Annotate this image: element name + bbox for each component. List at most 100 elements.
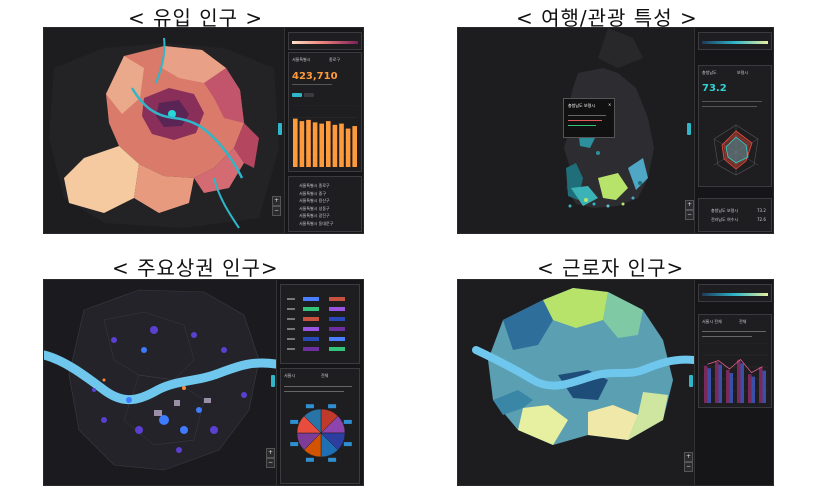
- legend-box: [288, 32, 362, 50]
- inflow-table-row[interactable]: 서울특별시 용산구: [299, 198, 330, 203]
- tourism-list-value: 73.2: [757, 208, 766, 213]
- worker-bar-b: [740, 363, 744, 403]
- legend-row-label: [287, 318, 295, 320]
- tourism-radar-chart: [713, 124, 759, 176]
- legend-box: [698, 32, 772, 50]
- pie-label: [290, 419, 299, 424]
- desc-line: [284, 386, 352, 387]
- worker-side-panel: 서울시 전체 전체: [694, 280, 773, 485]
- legend-box: [698, 284, 772, 302]
- zoom-in-button[interactable]: +: [685, 200, 694, 210]
- desc-line: [702, 106, 757, 107]
- pie-label: [328, 457, 337, 462]
- commercial-side-panel: 서울시 전체: [276, 280, 363, 485]
- worker-bar-a: [726, 370, 730, 403]
- popup-line-green: [568, 125, 596, 126]
- worker-bar-b: [751, 376, 755, 403]
- worker-bar-a: [748, 374, 752, 403]
- zoom-in-button[interactable]: +: [684, 452, 693, 462]
- commercial-screen: + − 서울시 전체: [43, 279, 364, 486]
- pie-label: [290, 442, 299, 447]
- legend-swatch: [329, 347, 345, 351]
- desc-line: [702, 336, 752, 337]
- tourism-list-item[interactable]: 전라남도 여수시: [711, 217, 739, 222]
- popup-title: 충청남도 보령시: [568, 103, 596, 108]
- region-select[interactable]: 서울시: [284, 373, 296, 378]
- desc-line: [702, 331, 766, 332]
- panel-toggle-handle[interactable]: [278, 123, 282, 135]
- inflow-bar: [352, 126, 357, 167]
- pie-label: [305, 404, 314, 409]
- zoom-in-button[interactable]: +: [266, 448, 275, 458]
- inflow-map[interactable]: [44, 28, 284, 233]
- legend-swatch: [303, 347, 319, 351]
- tourism-list-value: 72.6: [757, 217, 766, 222]
- tourism-screen: 충청남도 보령시 × + − 충청남도 보령시 73.2: [457, 27, 774, 234]
- legend-row-label: [287, 328, 295, 330]
- popup-close-icon[interactable]: ×: [608, 102, 612, 107]
- worker-screen: + − 서울시 전체 전체: [457, 279, 774, 486]
- district-select[interactable]: 전체: [739, 319, 747, 324]
- commercial-pie-chart: [290, 404, 352, 462]
- inflow-table-row[interactable]: 서울특별시 중구: [299, 190, 327, 196]
- worker-trend-line: [707, 358, 763, 374]
- panel-toggle-handle[interactable]: [271, 375, 275, 387]
- inflow-bar: [299, 121, 305, 167]
- zoom-out-button[interactable]: −: [272, 206, 281, 216]
- inflow-table-row[interactable]: 서울특별시 동대문구: [299, 220, 334, 226]
- legend-table: [280, 284, 360, 364]
- inflow-stats-box: 서울특별시 종로구 423,710: [288, 52, 362, 172]
- district-select[interactable]: 보령시: [737, 70, 749, 75]
- toggle-chip-active[interactable]: [292, 93, 302, 97]
- legend-gradient: [292, 41, 358, 44]
- panel-toggle-handle[interactable]: [689, 375, 693, 387]
- tourism-list-item[interactable]: 충청남도 보령시: [711, 208, 739, 213]
- region-select[interactable]: 서울시 전체: [702, 319, 722, 324]
- inflow-side-panel: 서울특별시 종로구 423,710 서울특별시 종로구 서울특별시 중구 서울특별시…: [284, 28, 363, 233]
- popup-line: [568, 115, 606, 116]
- pie-label: [305, 457, 314, 462]
- caption-tourism: < 여행/관광 특성 >: [516, 6, 698, 30]
- inflow-screen: + − 서울특별시 종로구 423,710 서울특별시 종로구 서울특별시 중구 서…: [43, 27, 364, 234]
- pie-label: [343, 419, 352, 424]
- worker-bar-b: [707, 368, 711, 403]
- caption-commercial: < 주요상권 인구>: [112, 256, 279, 280]
- worker-bar-b: [729, 373, 733, 403]
- inflow-table-row[interactable]: 서울특별시 성동구: [299, 205, 330, 211]
- legend-swatch: [329, 327, 345, 331]
- legend-row-label: [287, 298, 295, 300]
- worker-map[interactable]: [458, 280, 694, 485]
- worker-bar-a: [759, 367, 763, 403]
- zoom-out-button[interactable]: −: [685, 210, 694, 220]
- inflow-table-row[interactable]: 서울특별시 광진구: [299, 213, 330, 218]
- toggle-chip[interactable]: [304, 93, 314, 97]
- legend-swatch: [329, 337, 345, 341]
- inflow-bar-chart: [292, 105, 358, 167]
- region-select[interactable]: 충청남도: [702, 70, 717, 75]
- legend-swatch: [303, 317, 319, 321]
- legend-row-label: [287, 348, 295, 350]
- zoom-in-button[interactable]: +: [272, 196, 281, 206]
- legend-gradient: [702, 41, 768, 44]
- legend-gradient: [702, 293, 768, 296]
- tourism-stats-box: 충청남도 보령시 73.2: [698, 65, 772, 187]
- inflow-table-row[interactable]: 서울특별시 종로구: [299, 183, 330, 188]
- zoom-out-button[interactable]: −: [266, 458, 275, 468]
- district-select[interactable]: 전체: [321, 373, 329, 378]
- commercial-map[interactable]: [44, 280, 276, 485]
- worker-bar-chart: [702, 343, 768, 403]
- region-select[interactable]: 서울특별시: [292, 57, 311, 62]
- pie-label: [343, 442, 352, 447]
- zoom-out-button[interactable]: −: [684, 462, 693, 472]
- inflow-bar: [345, 128, 351, 167]
- legend-swatch: [303, 307, 319, 311]
- worker-bar-a: [704, 365, 708, 403]
- worker-stats-box: 서울시 전체 전체: [698, 314, 772, 408]
- subtitle-line: [292, 84, 332, 85]
- district-select[interactable]: 종로구: [329, 57, 341, 62]
- inflow-bar: [306, 119, 311, 167]
- legend-swatch: [329, 317, 345, 321]
- legend-swatch: [329, 297, 345, 301]
- panel-toggle-handle[interactable]: [687, 123, 691, 135]
